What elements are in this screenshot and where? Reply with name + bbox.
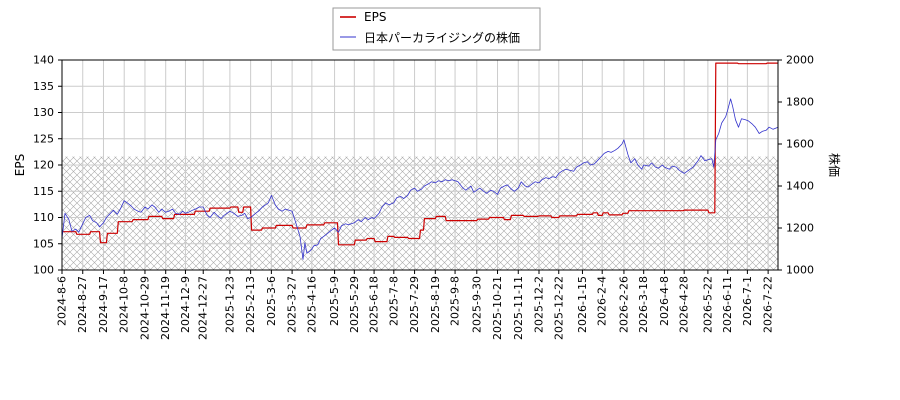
left-tick-label: 125 [33,132,54,145]
x-tick-label: 2025-7-8 [387,276,400,326]
x-tick-label: 2025-5-9 [328,276,341,326]
x-tick-label: 2025-2-13 [244,276,257,333]
x-tick-label: 2024-11-19 [159,276,172,340]
x-tick-label: 2025-11-11 [512,276,525,340]
left-tick-label: 135 [33,80,54,93]
left-tick-label: 100 [33,264,54,277]
x-tick-label: 2025-3-6 [265,276,278,326]
legend: EPS 日本パーカライジングの株価 [332,7,541,51]
left-tick-label: 120 [33,159,54,172]
x-tick-label: 2024-9-17 [97,276,110,333]
left-tick-label: 130 [33,106,54,119]
legend-label-price: 日本パーカライジングの株価 [364,30,520,45]
x-tick-label: 2026-7-1 [741,276,754,326]
x-tick-label: 2026-2-26 [617,276,630,333]
x-tick-label: 2024-10-8 [118,276,131,333]
right-axis: 1000 1200 1400 1600 1800 2000 [778,54,814,277]
x-tick-label: 2025-7-29 [408,276,421,333]
legend-label-eps: EPS [364,10,386,24]
right-tick-label: 1800 [786,96,814,109]
right-axis-title: 株価 [827,153,842,177]
x-axis: 2024-8-6 2024-8-27 2024-9-17 2024-10-8 2024-… [56,270,775,340]
left-axis-title: EPS [13,154,27,176]
left-tick-label: 115 [33,185,54,198]
x-tick-label: 2026-4-28 [678,276,691,333]
right-tick-label: 1200 [786,222,814,235]
left-tick-label: 105 [33,237,54,250]
x-tick-label: 2025-9-30 [470,276,483,333]
x-tick-label: 2025-8-19 [429,276,442,333]
x-tick-label: 2026-3-18 [637,276,650,333]
x-tick-label: 2025-3-27 [286,276,299,333]
legend-box [332,7,541,51]
x-tick-label: 2024-8-6 [56,276,69,326]
series-line-eps [62,62,778,246]
x-tick-label: 2025-1-23 [223,276,236,333]
right-tick-label: 2000 [786,54,814,67]
x-tick-label: 2025-6-18 [368,276,381,333]
x-tick-label: 2026-7-22 [762,276,775,333]
left-axis: 100 105 110 115 120 125 130 135 140 [33,54,62,277]
x-tick-label: 2026-6-11 [721,276,734,333]
x-tick-label: 2026-1-15 [576,276,589,333]
x-tick-label: 2025-9-8 [449,276,462,326]
x-tick-label: 2024-12-9 [179,276,192,333]
x-tick-label: 2024-10-29 [138,276,151,340]
right-tick-label: 1400 [786,180,814,193]
x-tick-label: 2025-5-29 [348,276,361,333]
x-tick-label: 2025-4-16 [305,276,318,333]
right-tick-label: 1600 [786,138,814,151]
x-tick-label: 2024-8-27 [76,276,89,333]
right-tick-label: 1000 [786,264,814,277]
x-tick-label: 2025-12-22 [552,276,565,340]
x-tick-label: 2026-2-4 [596,276,609,326]
left-tick-label: 140 [33,54,54,67]
hatched-band [62,156,778,270]
x-tick-label: 2026-5-22 [701,276,714,333]
x-tick-label: 2024-12-27 [197,276,210,340]
x-tick-label: 2026-4-8 [658,276,671,326]
series-line-price [61,98,779,260]
x-tick-label: 2025-12-2 [533,276,546,333]
x-tick-label: 2025-10-21 [491,276,504,340]
left-tick-label: 110 [33,211,54,224]
series-layer [61,62,779,260]
